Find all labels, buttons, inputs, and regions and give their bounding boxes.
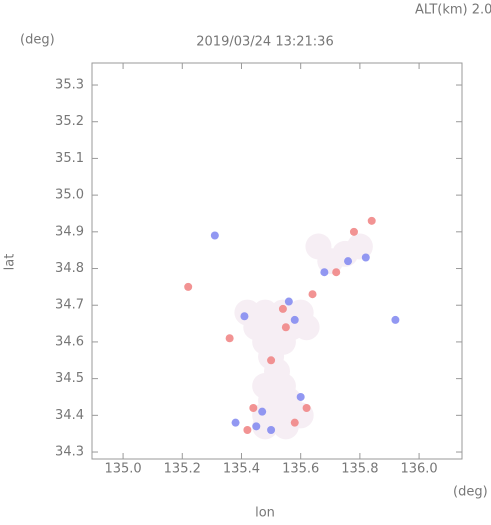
y-tick-label: 35.3 <box>55 78 84 93</box>
y-tick-label: 34.4 <box>55 408 84 423</box>
x-tick-label: 135.0 <box>104 462 141 477</box>
x-tick-label: 135.4 <box>223 462 260 477</box>
data-point <box>258 407 267 416</box>
x-tick-label: 135.2 <box>164 462 201 477</box>
data-point <box>290 315 299 324</box>
data-point <box>308 290 317 299</box>
y-tick-label: 34.6 <box>55 334 84 349</box>
data-point <box>332 268 341 277</box>
data-point <box>346 233 373 260</box>
data-point <box>240 312 249 321</box>
data-point <box>320 268 329 277</box>
data-point <box>184 282 193 291</box>
x-tick-label: 135.8 <box>341 462 378 477</box>
x-axis-label: lon <box>255 506 275 521</box>
x-unit: (deg) <box>453 485 488 500</box>
y-axis-label: lat <box>3 254 18 271</box>
data-point <box>361 253 370 262</box>
data-point <box>293 314 320 341</box>
data-point <box>344 257 353 266</box>
data-point <box>243 426 252 435</box>
data-point <box>249 403 258 412</box>
y-tick-label: 34.5 <box>55 371 84 386</box>
data-point <box>210 231 219 240</box>
y-tick-label: 34.3 <box>55 445 84 460</box>
data-point <box>284 297 293 306</box>
data-point <box>391 315 400 324</box>
y-unit: (deg) <box>20 33 55 48</box>
x-tick-label: 136.0 <box>400 462 437 477</box>
y-tick-label: 35.1 <box>55 151 84 166</box>
data-point <box>290 418 299 427</box>
y-tick-label: 34.9 <box>55 224 84 239</box>
data-point <box>252 422 261 431</box>
y-tick-label: 34.7 <box>55 298 84 313</box>
plot-frame <box>91 62 463 460</box>
data-point <box>302 403 311 412</box>
data-point <box>267 426 276 435</box>
data-point <box>278 304 287 313</box>
chart-title: 2019/03/24 13:21:36 <box>196 35 333 50</box>
data-point <box>225 334 234 343</box>
data-point <box>349 227 358 236</box>
subtitle: ALT(km) 2.0 <box>415 3 491 18</box>
data-point <box>296 392 305 401</box>
y-tick-label: 35.2 <box>55 114 84 129</box>
data-point <box>231 418 240 427</box>
data-point <box>281 323 290 332</box>
y-tick-label: 34.8 <box>55 261 84 276</box>
data-point <box>267 356 276 365</box>
data-point <box>305 233 332 260</box>
y-tick-label: 35.0 <box>55 188 84 203</box>
data-point <box>367 216 376 225</box>
x-tick-label: 135.6 <box>282 462 319 477</box>
